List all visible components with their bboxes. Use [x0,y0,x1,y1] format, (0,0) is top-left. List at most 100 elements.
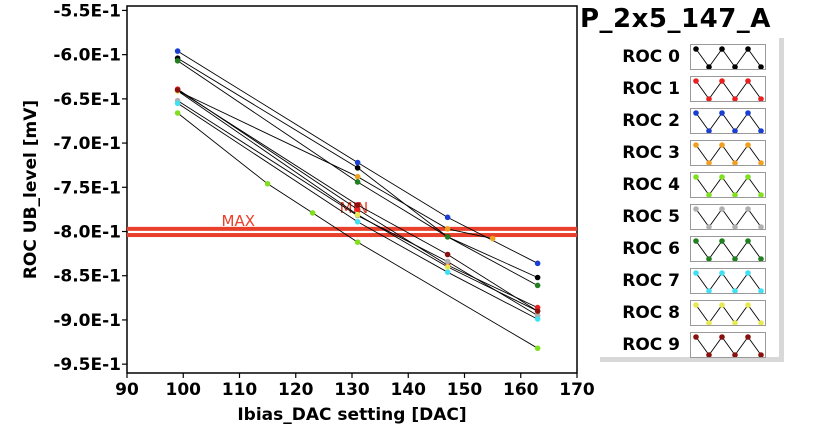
data-point [444,251,451,258]
legend-symbol [690,108,766,134]
data-point [444,258,451,265]
y-tick-label: -7.5E-1 [53,178,121,198]
legend-item: ROC 1 [600,76,780,104]
legend-item: ROC 5 [600,204,780,232]
legend-marker [706,288,712,293]
legend-marker [719,334,725,340]
data-point [354,211,361,218]
data-point [534,345,541,352]
legend-marker [758,96,764,101]
legend-line [695,144,762,164]
x-axis-label: Ibias_DAC setting [DAC] [237,405,466,425]
legend-symbol [690,204,766,230]
data-point [534,260,541,267]
legend-marker [706,352,712,357]
legend-marker [732,320,738,325]
legend-marker [693,334,699,340]
legend-line [695,304,762,324]
legend-marker [706,224,712,229]
legend-marker [719,270,725,276]
legend-line [695,240,762,260]
data-point [309,210,316,216]
series-roc-6 [174,58,541,289]
data-point [354,206,361,213]
legend-line [695,208,762,228]
legend-symbol [690,236,766,262]
x-tick-label: 160 [503,380,539,400]
legend-line [695,176,762,196]
legend-marker [693,206,699,212]
x-tick-label: 120 [278,380,314,400]
data-point [444,214,451,221]
reference-label-min: MIN [340,199,369,217]
legend-marker [745,78,751,84]
legend-item: ROC 6 [600,236,780,264]
chart-series [174,48,541,352]
legend-marker [745,302,751,308]
series-roc-9 [174,87,541,314]
legend-marker [693,238,699,244]
series-line [177,60,538,286]
x-tick-label: 110 [222,380,258,400]
legend-label: ROC 1 [622,79,680,99]
data-point [534,274,541,281]
legend-label: ROC 9 [622,335,680,355]
reference-line-max [127,226,577,231]
legend-marker [758,160,764,165]
chart-title: P_2x5_147_A [580,4,771,34]
legend-marker [706,96,712,101]
legend-marker [745,238,751,244]
axis-labels: Ibias_DAC setting [DAC] ROC UB_level [mV] [21,100,467,425]
legend-line [695,272,762,292]
legend-marker [745,46,751,52]
legend-label: ROC 4 [622,175,680,195]
series-line [177,90,538,312]
legend-marker [732,128,738,133]
legend-marker [745,110,751,116]
legend-line [695,80,762,100]
legend-marker [719,174,725,180]
legend-marker [693,46,699,52]
legend-label: ROC 6 [622,239,680,259]
legend-marker [719,110,725,116]
legend-marker [745,142,751,148]
data-point [174,87,181,93]
data-point [174,58,181,64]
legend-symbol [690,140,766,166]
series-roc-3 [174,88,496,242]
legend-marker [732,288,738,293]
x-tick-label: 90 [115,380,139,400]
legend-marker [706,320,712,325]
legend-marker [693,142,699,148]
legend-marker [745,270,751,276]
legend-symbol [690,76,766,102]
legend-item: ROC 3 [600,140,780,168]
legend-symbol [690,332,766,358]
data-point [174,100,181,107]
legend-marker [706,64,712,69]
legend: ROC 0 ROC 1 ROC 2 ROC 3 ROC 4 ROC 5 ROC 6 ROC 7… [600,38,784,362]
y-tick-label: -8.5E-1 [53,267,121,287]
x-tick-label: 150 [447,380,483,400]
legend-marker [732,352,738,357]
y-tick-label: -9.0E-1 [53,311,121,331]
legend-label: ROC 0 [622,47,680,67]
legend-marker [758,192,764,197]
legend-marker [732,224,738,229]
legend-marker [732,160,738,165]
legend-marker [758,320,764,325]
data-point [354,173,361,180]
series-line [177,89,538,312]
data-point [444,226,451,232]
y-tick-label: -8.0E-1 [53,223,121,243]
legend-marker [745,206,751,212]
legend-marker [758,128,764,133]
data-point [444,234,451,240]
legend-marker [706,192,712,197]
legend-label: ROC 5 [622,207,680,227]
legend-marker [732,256,738,261]
data-point [174,48,181,54]
reference-line-min [127,233,577,238]
x-tick-label: 170 [559,380,595,400]
